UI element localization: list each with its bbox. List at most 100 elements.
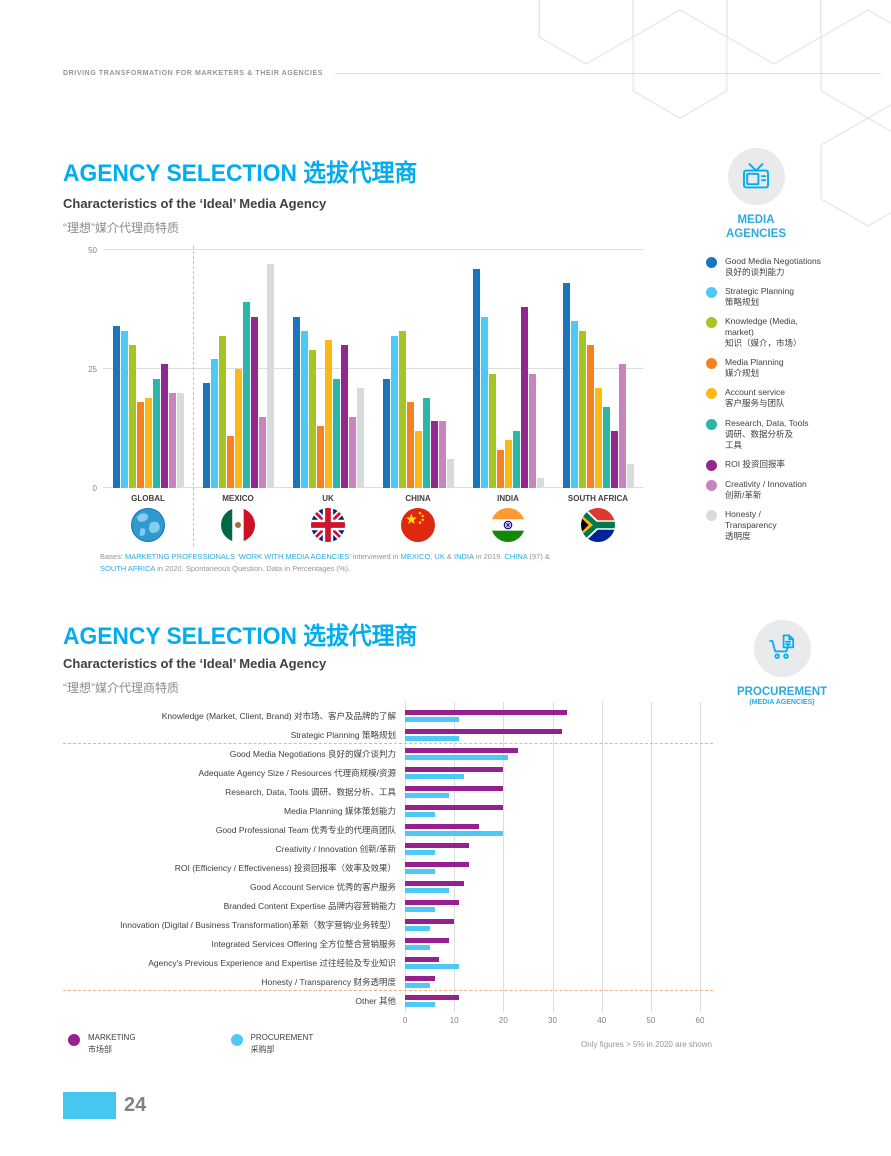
- legend-dot: [68, 1034, 80, 1046]
- row-label: Good Media Negotiations 良好的媒介谈判力: [229, 748, 396, 759]
- legend-dot: [706, 287, 717, 299]
- bases-highlight: INDIA: [454, 552, 474, 561]
- media-agencies-badge: MEDIA AGENCIES: [700, 148, 812, 242]
- legend-item: Account service 客户服务与团队: [706, 387, 886, 409]
- bar: [398, 330, 406, 488]
- bar: [128, 345, 136, 488]
- grid-x30: [552, 702, 554, 1012]
- row-bars: [405, 994, 713, 1007]
- flag-cell: [553, 508, 643, 547]
- bar: [520, 307, 528, 488]
- bar: [504, 440, 512, 488]
- legend-dot: [706, 317, 717, 329]
- bar: [242, 302, 250, 488]
- bar: [512, 430, 520, 488]
- bar: [258, 416, 266, 488]
- legend-label: Knowledge (Media, market) 知识（媒介，市场）: [725, 316, 802, 349]
- bar: [496, 449, 504, 488]
- x-tick-label: 10: [449, 1016, 459, 1025]
- legend-dot: [706, 257, 717, 268]
- x-tick-label: 20: [498, 1016, 508, 1025]
- procurement-bar: [405, 773, 464, 779]
- bar: [218, 335, 226, 488]
- bar: [168, 392, 176, 488]
- row-label: Knowledge (Market, Client, Brand) 对市场、客户…: [161, 710, 396, 721]
- badge-circle: [753, 620, 811, 677]
- chart-row: Honesty / Transparency 财务透明度: [63, 972, 713, 991]
- procurement-badge: PROCUREMENT (MEDIA AGENCIES): [716, 620, 848, 708]
- bar: [210, 359, 218, 488]
- procurement-bar: [405, 982, 430, 988]
- bar: [250, 316, 258, 488]
- legend-dot: [706, 358, 717, 370]
- procurement-bar: [405, 811, 435, 817]
- row-bars: [405, 956, 713, 969]
- bar: [446, 459, 454, 488]
- legend-label: PROCUREMENT 采购部: [250, 1033, 314, 1054]
- marketing-bar: [405, 918, 455, 924]
- marketing-bar: [405, 709, 568, 715]
- flag-cell: [373, 508, 463, 547]
- legend-label: Account service 客户服务与团队: [725, 387, 785, 409]
- badge-circle: [727, 148, 785, 205]
- bar: [562, 283, 570, 488]
- marketing-bar: [405, 899, 460, 905]
- row-label: Good Professional Team 优秀专业的代理商团队: [215, 824, 396, 835]
- footer-accent-block: [63, 1092, 116, 1119]
- marketing-bar: [405, 823, 479, 829]
- bar: [618, 364, 626, 488]
- chart-row: Good Media Negotiations 良好的媒介谈判力: [63, 744, 713, 763]
- procurement-bar: [405, 735, 460, 741]
- bar: [602, 407, 610, 488]
- legend-label: Honesty / Transparency 透明度: [725, 508, 777, 541]
- marketing-bar: [405, 785, 504, 791]
- bar: [570, 321, 578, 488]
- legend-label: Good Media Negotiations 良好的谈判能力: [725, 256, 821, 278]
- row-bars: [405, 899, 713, 912]
- flag-cell: [103, 508, 193, 547]
- bases-text: Bases:: [100, 552, 126, 561]
- bases-text: interviewed in: [350, 552, 401, 561]
- procurement-bar: [405, 754, 509, 760]
- y-tick-label: 25: [88, 365, 97, 374]
- legend-label: Research, Data, Tools 调研、数据分析及 工具: [725, 417, 809, 450]
- india-flag: [491, 508, 525, 547]
- category-label: CHINA: [405, 494, 431, 503]
- south-africa-flag: [581, 508, 615, 547]
- marketing-bar: [405, 766, 504, 772]
- flag-cell: [283, 508, 373, 547]
- x-tick-label: 60: [695, 1016, 705, 1025]
- legend-label: Media Planning 媒介规划: [725, 357, 784, 379]
- marketing-bar: [405, 975, 435, 981]
- category-label: MEXICO: [222, 494, 254, 503]
- bar: [292, 316, 300, 488]
- chart-row: Creativity / Innovation 创新/革新: [63, 839, 713, 858]
- x-tick-label: 40: [597, 1016, 607, 1025]
- section1-subtitle-zh: “理想”媒介代理商特质: [63, 221, 179, 235]
- legend-item: Knowledge (Media, market) 知识（媒介，市场）: [706, 316, 886, 349]
- bar: [316, 426, 324, 488]
- bar: [136, 402, 144, 488]
- media-agency-chart: 0 25 50 GLOBAL MEXICO UK CHINA INDIA SOUTH AFRI…: [63, 246, 657, 558]
- bar: [202, 383, 210, 488]
- legend-dot: [706, 388, 717, 400]
- legend-item: MARKETING 市场部: [68, 1032, 136, 1055]
- hexagon-decoration: [538, 0, 891, 227]
- row-label: Agency's Previous Experience and Experti…: [148, 957, 396, 968]
- chart-row: Knowledge (Market, Client, Brand) 对市场、客户…: [63, 706, 713, 725]
- media-legend: Good Media Negotiations 良好的谈判能力 Strategic…: [706, 256, 886, 550]
- badge-label-line2: (MEDIA AGENCIES): [749, 699, 815, 707]
- chart-row: Media Planning 媒体策划能力: [63, 801, 713, 820]
- bar-group-india: [463, 250, 553, 488]
- row-label: Other 其他: [355, 995, 396, 1006]
- bar: [356, 388, 364, 488]
- legend-item: ROI 投资回报率: [706, 459, 886, 471]
- bar: [488, 373, 496, 488]
- badge-label-line1: PROCUREMENT: [736, 686, 828, 698]
- legend-item: Media Planning 媒介规划: [706, 357, 886, 379]
- legend-label: MARKETING 市场部: [88, 1033, 136, 1054]
- chart-row: Innovation (Digital / Business Transform…: [63, 915, 713, 934]
- media-chart-flags: [103, 508, 643, 547]
- legend-label: Creativity / Innovation 创新/革新: [725, 478, 807, 500]
- section2-subtitle: Characteristics of the ‘Ideal’ Media Age…: [63, 656, 327, 671]
